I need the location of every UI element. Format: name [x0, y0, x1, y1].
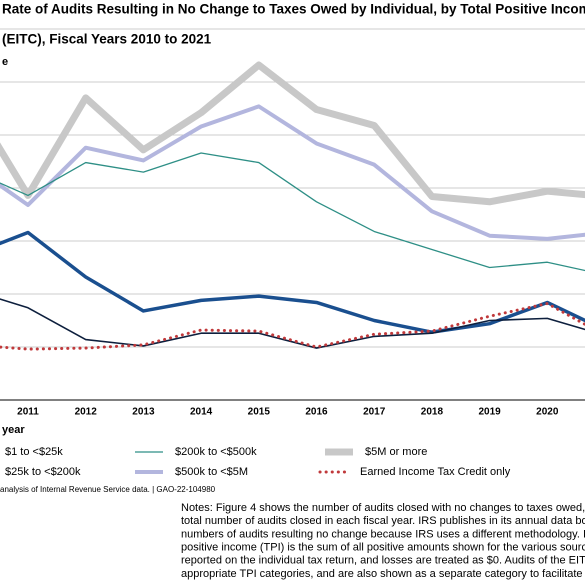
series-line — [0, 152, 585, 272]
note-line: positive income (TPI) is the sum of all … — [181, 542, 585, 554]
legend-label: $25k to <$200k — [5, 466, 81, 478]
series-line — [0, 61, 585, 206]
x-tick-label: 2013 — [132, 407, 155, 418]
note-line: reported on the individual tax return, a… — [181, 555, 585, 567]
x-tick-label: 2018 — [421, 407, 444, 418]
y-axis-label: e — [2, 56, 8, 68]
note-line: total number of audits closed in each fi… — [181, 515, 585, 527]
legend-label: $5M or more — [365, 446, 427, 458]
note-line: appropriate TPI categories, and are also… — [181, 568, 585, 580]
series-line — [0, 104, 585, 241]
series-line — [0, 302, 585, 351]
legend-label: $500k to <$5M — [175, 466, 248, 478]
legend-label: $1 to <$25k — [5, 446, 63, 458]
x-tick-label: 2016 — [305, 407, 328, 418]
x-tick-label: 2019 — [478, 407, 501, 418]
x-tick-label: 2012 — [75, 407, 98, 418]
series-line — [0, 230, 585, 334]
series-line — [0, 298, 585, 349]
note-line: Notes: Figure 4 shows the number of audi… — [181, 502, 585, 514]
x-tick-label: 2014 — [190, 407, 213, 418]
x-tick-label: 2011 — [17, 407, 39, 418]
legend-label: $200k to <$500k — [175, 446, 257, 458]
chart-title: Rate of Audits Resulting in No Change to… — [2, 2, 585, 17]
x-tick-label: 2017 — [363, 407, 386, 418]
x-axis-label: year — [2, 424, 25, 436]
source: analysis of Internal Revenue Service dat… — [0, 485, 216, 494]
x-tick-label: 2015 — [248, 407, 271, 418]
x-tick-label: 2020 — [536, 407, 559, 418]
legend-label: Earned Income Tax Credit only — [360, 466, 511, 478]
note-line: numbers of audits resulting no change be… — [181, 528, 585, 540]
chart-title: (EITC), Fiscal Years 2010 to 2021 — [2, 32, 212, 47]
